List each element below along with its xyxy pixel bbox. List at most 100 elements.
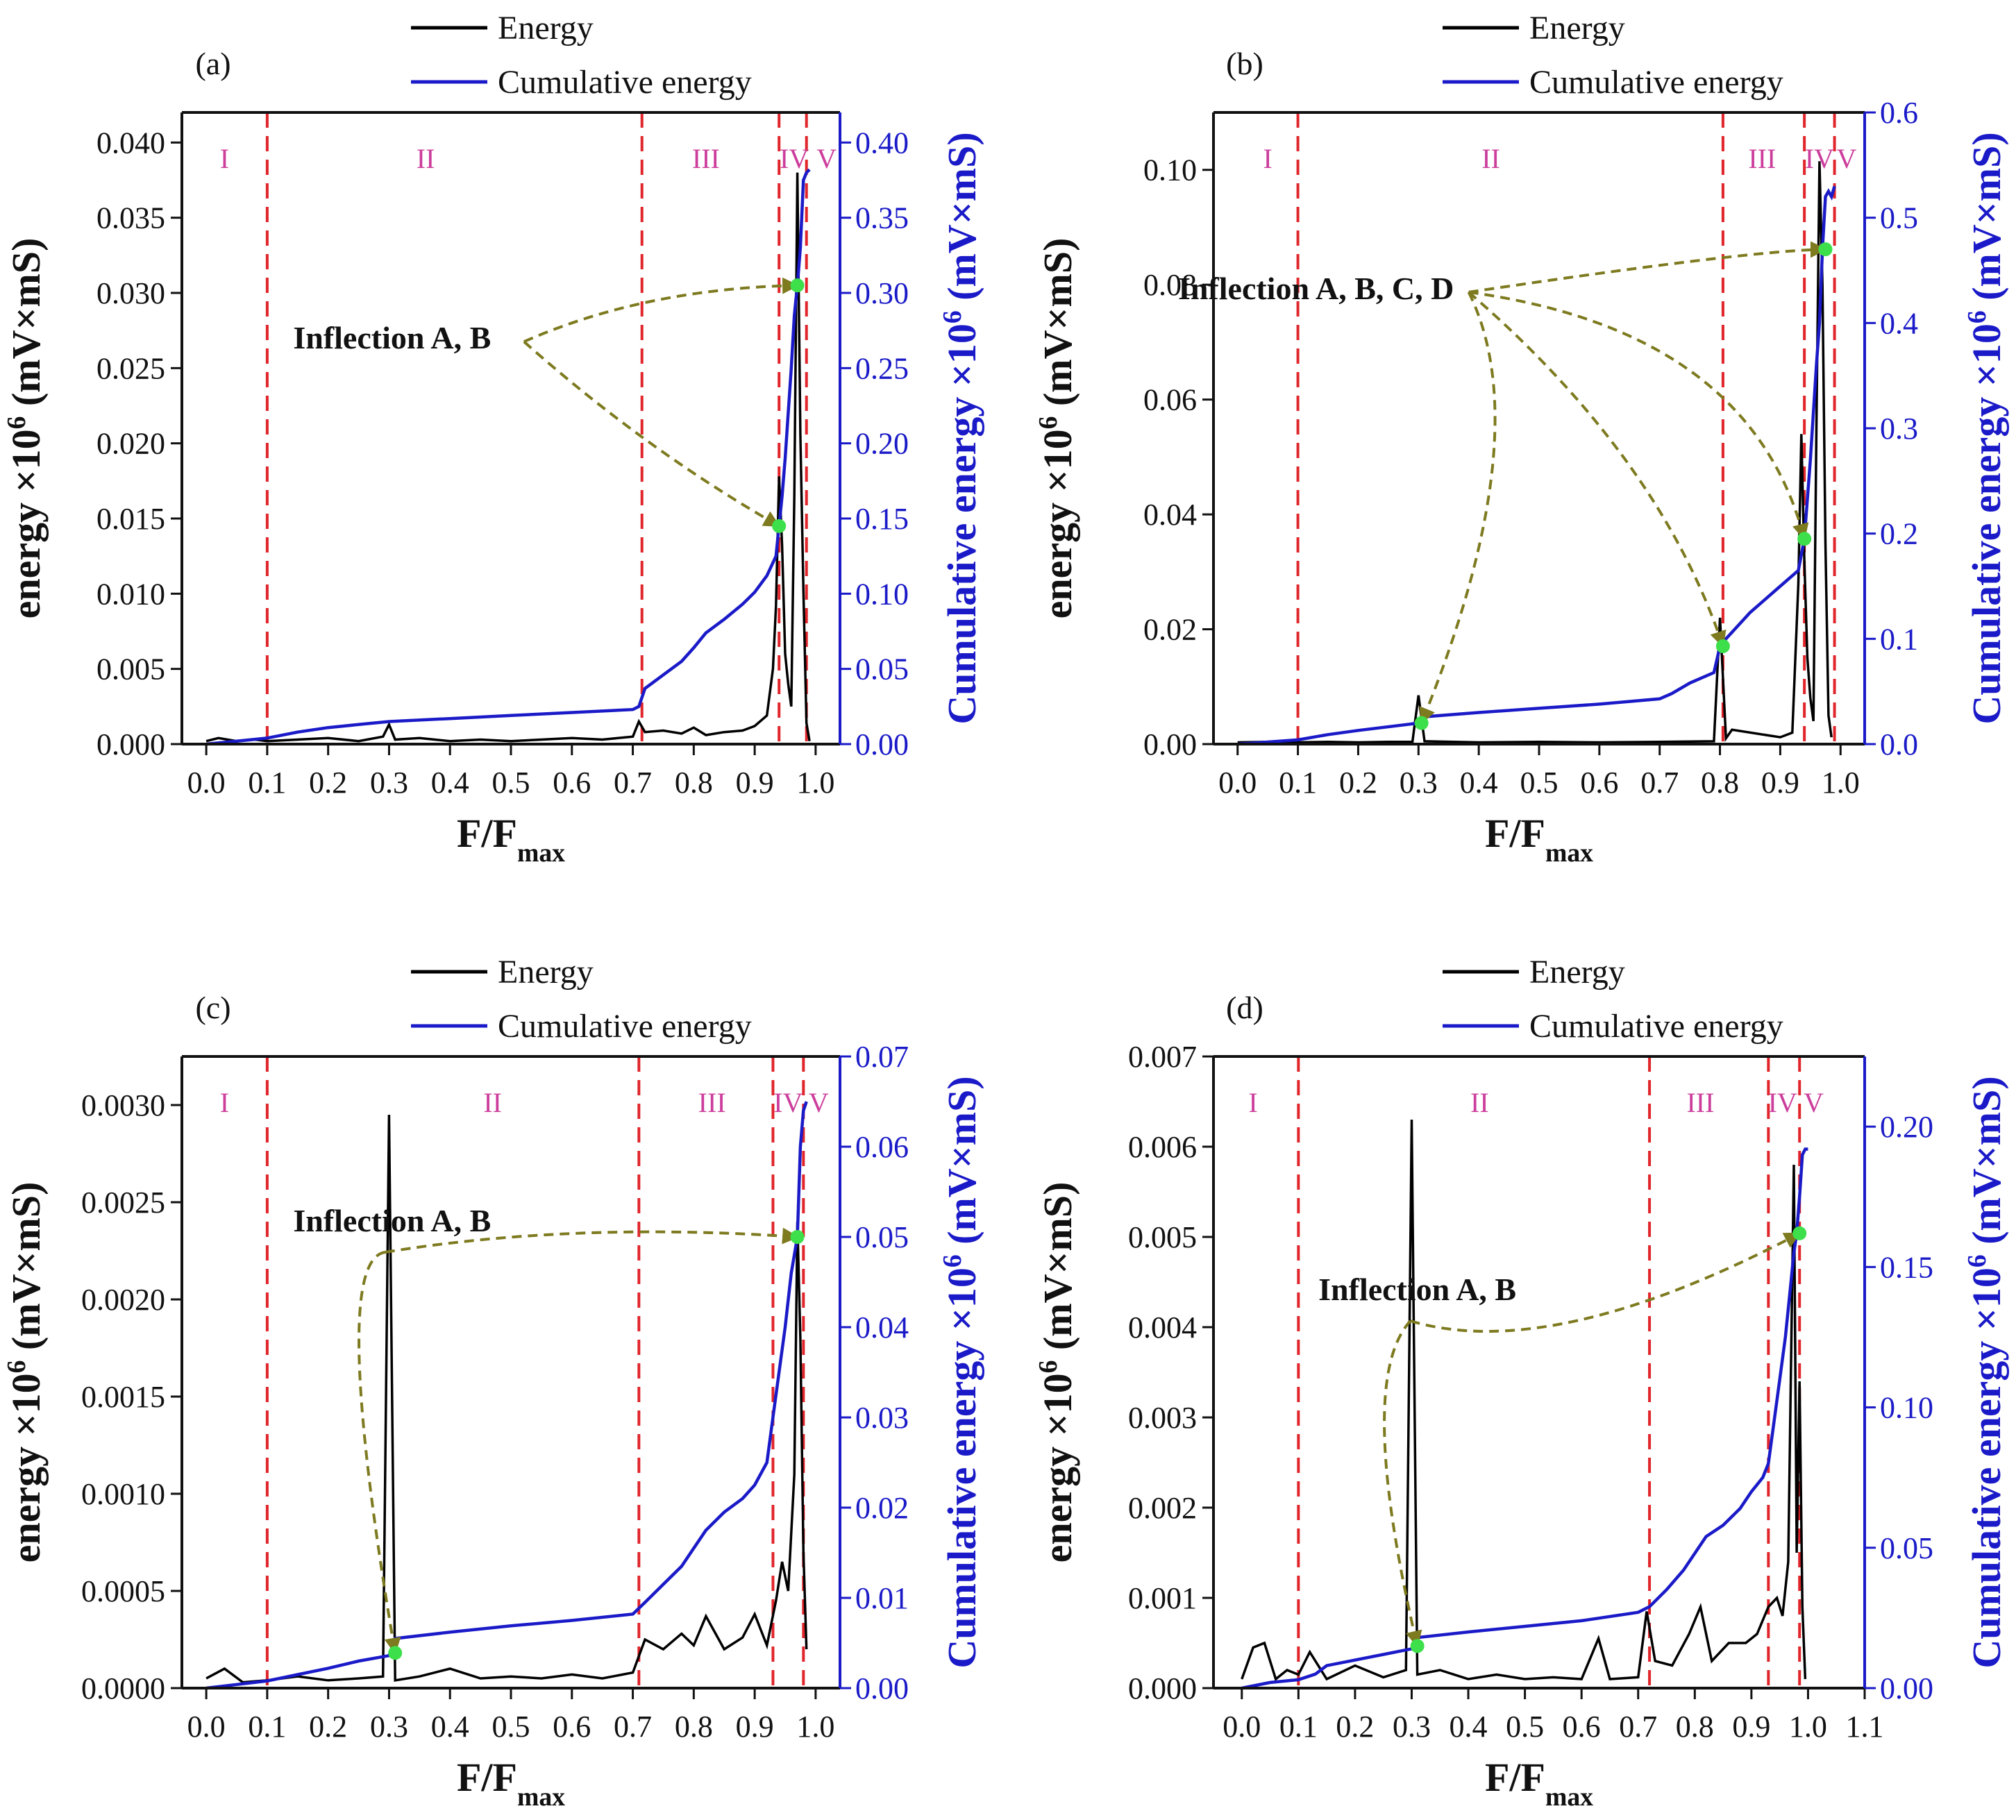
inflection-point <box>1414 716 1429 730</box>
y-tick-label: 0.0025 <box>81 1186 165 1220</box>
x-tick-label: 0.0 <box>1218 766 1257 800</box>
y2-tick-label: 0.04 <box>855 1311 909 1345</box>
x-tick-label: 0.8 <box>675 1710 713 1744</box>
y-tick-label: 0.001 <box>1128 1581 1197 1615</box>
x-tick-label: 1.1 <box>1846 1710 1884 1744</box>
cumulative-energy-series-line <box>1237 185 1836 746</box>
x-axis-label-part-1: max <box>1545 1783 1593 1812</box>
panel-c: I II III IV V0.0 0.1 0.2 0.3 0.4 0.5 0.6 0.7 0.8 0.9 1… <box>2 954 984 1812</box>
y2-axis-label-part-0: Cumulative energy ×10 <box>939 1267 984 1669</box>
x-tick-label: 0.0 <box>1223 1710 1261 1744</box>
panel-a: I II III IV V0.0 0.1 0.2 0.3 0.4 0.5 0.6 0.7 0.8 0.9 1… <box>2 10 984 868</box>
x-tick-label: 0.2 <box>309 766 347 800</box>
x-tick-label: 0.3 <box>1393 1710 1431 1744</box>
y2-tick-label: 0.15 <box>1880 1250 1933 1284</box>
inflection-point <box>772 519 787 533</box>
inflection-arrow <box>385 1227 799 1254</box>
y-tick-label: 0.005 <box>1128 1220 1197 1254</box>
inflection-point <box>1715 639 1730 653</box>
y-tick-label: 0.015 <box>96 502 165 536</box>
inflection-annotation: Inflection A, B <box>293 1203 491 1238</box>
inflection-point <box>1797 532 1812 546</box>
y-tick-label: 0.10 <box>1143 153 1197 187</box>
legend-energy-label: Energy <box>498 954 594 991</box>
y-tick-label: 0.040 <box>96 126 165 160</box>
stage-label: II <box>1470 1087 1489 1118</box>
x-tick-label: 0.7 <box>1619 1710 1657 1744</box>
y-tick-label: 0.0005 <box>81 1574 165 1608</box>
inflection-arrow <box>1468 291 1727 648</box>
x-tick-label: 1.0 <box>796 766 834 800</box>
x-axis-label: F/Fmax <box>457 811 565 868</box>
x-tick-label: 0.4 <box>431 1710 469 1744</box>
y2-tick-label: 0.10 <box>1880 1391 1933 1425</box>
y2-axis-label-part-1: 6 <box>938 310 967 323</box>
y-tick-label: 0.030 <box>96 276 165 310</box>
cumulative-energy-series-line <box>205 1101 808 1690</box>
x-axis-label-part-1: max <box>517 839 565 868</box>
inflection-arrow <box>1468 241 1827 294</box>
y-axis-label-part-1: 6 <box>2 1360 31 1374</box>
stage-label: I <box>220 1087 229 1118</box>
y2-tick-label: 0.05 <box>855 652 909 686</box>
y2-tick-label: 0.10 <box>855 577 909 611</box>
x-tick-label: 1.0 <box>1822 766 1860 800</box>
y2-tick-label: 0.06 <box>855 1130 909 1164</box>
stage-label: I <box>1248 1087 1257 1118</box>
y-axis-label-part-2: (mV×mS) <box>3 1182 49 1360</box>
y2-tick-label: 0.5 <box>1880 201 1918 235</box>
x-tick-label: 1.0 <box>1789 1710 1827 1744</box>
y2-tick-label: 0.20 <box>855 427 909 461</box>
x-tick-label: 0.4 <box>431 766 469 800</box>
y-tick-label: 0.02 <box>1143 613 1197 647</box>
inflection-arrow <box>1468 290 1809 541</box>
x-tick-label: 0.2 <box>309 1710 347 1744</box>
y-axis-label: energy ×106 (mV×mS) <box>1034 238 1080 619</box>
energy-series-line <box>1241 1119 1807 1681</box>
y-tick-label: 0.0000 <box>81 1671 165 1705</box>
y-axis-label-part-1: 6 <box>2 416 31 430</box>
y-tick-label: 0.000 <box>96 727 165 761</box>
y2-axis-label-part-1: 6 <box>1963 310 1992 323</box>
stage-label: IV <box>780 143 809 174</box>
energy-series-line <box>205 172 811 743</box>
x-tick-label: 0.6 <box>1580 766 1618 800</box>
x-tick-label: 0.4 <box>1450 1710 1488 1744</box>
inflection-arrow <box>1419 292 1497 725</box>
inflection-point <box>790 1230 805 1244</box>
y2-tick-label: 0.05 <box>1880 1531 1933 1565</box>
y-tick-label: 0.04 <box>1143 498 1197 532</box>
energy-series-line <box>205 1114 808 1684</box>
legend-energy-label: Energy <box>1529 954 1625 991</box>
stage-label: V <box>1804 1087 1824 1118</box>
x-tick-label: 0.9 <box>736 766 774 800</box>
panel-label: (b) <box>1226 46 1263 81</box>
y-axis-label: energy ×106 (mV×mS) <box>2 238 49 619</box>
energy-series-line <box>1237 161 1833 744</box>
inflection-arrow <box>523 277 799 344</box>
y2-axis-label-part-1: 6 <box>1963 1254 1992 1267</box>
y-axis-label-part-0: energy ×10 <box>3 429 49 618</box>
y2-axis-label-part-2: (mV×mS) <box>1964 132 2009 310</box>
y2-tick-label: 0.00 <box>855 1671 909 1705</box>
cumulative-energy-series-line <box>205 168 811 746</box>
inflection-annotation: Inflection A, B <box>1318 1272 1516 1307</box>
panel-label: (c) <box>195 990 230 1025</box>
y2-tick-label: 0.15 <box>855 502 909 536</box>
y2-tick-label: 0.00 <box>855 727 909 761</box>
y2-tick-label: 0.3 <box>1880 412 1918 446</box>
panel-label: (d) <box>1226 990 1263 1025</box>
y2-tick-label: 0.1 <box>1880 622 1918 656</box>
y-tick-label: 0.0010 <box>81 1477 165 1511</box>
legend-cumulative-label: Cumulative energy <box>498 1008 752 1045</box>
stage-label: V <box>816 143 837 174</box>
y2-tick-label: 0.40 <box>855 126 909 160</box>
inflection-arrow <box>523 340 781 528</box>
y-axis-label-part-2: (mV×mS) <box>1035 238 1080 416</box>
stage-label: III <box>698 1087 726 1118</box>
x-tick-label: 0.5 <box>1506 1710 1544 1744</box>
x-axis-label: F/Fmax <box>1485 1755 1593 1812</box>
stage-label: IV <box>1768 1087 1797 1118</box>
y2-tick-label: 0.35 <box>855 201 909 235</box>
y2-tick-label: 0.6 <box>1880 96 1918 130</box>
